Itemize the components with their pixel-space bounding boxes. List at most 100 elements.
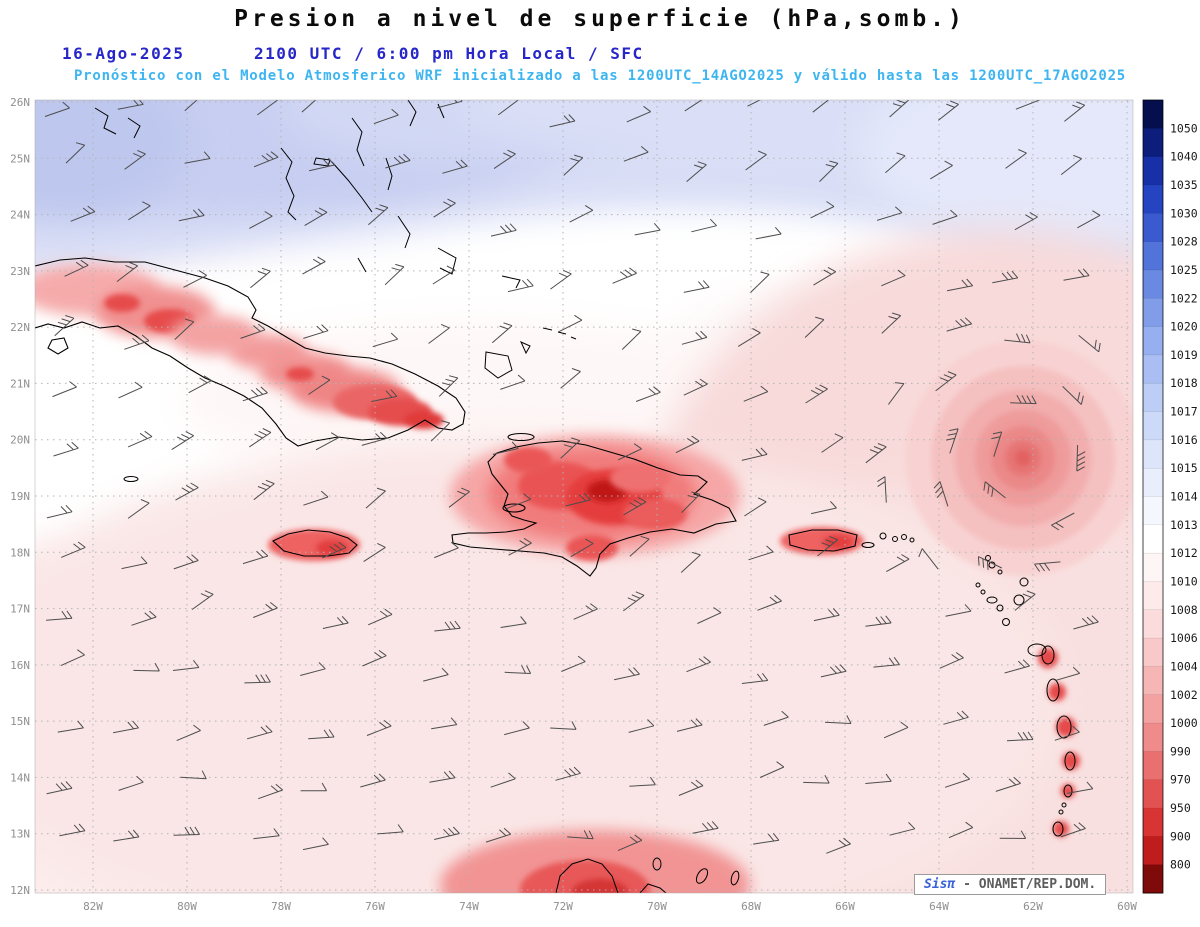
wind-barb [623, 497, 647, 516]
wind-barb [873, 657, 900, 668]
watermark-text: - ONAMET/REP.DOM. [963, 877, 1097, 892]
wind-barb [930, 160, 953, 180]
puerto-rico-coastline [788, 529, 858, 552]
wind-barb [886, 554, 910, 573]
colorbar-segment [1142, 836, 1164, 866]
lat-label: 19N [10, 490, 30, 503]
wind-barb [250, 267, 271, 289]
wind-barb [745, 150, 767, 171]
lat-label: 17N [10, 603, 30, 616]
colorbar-label: 1028 [1170, 235, 1198, 249]
colorbar-segment [1142, 552, 1164, 583]
wind-barb [1034, 561, 1061, 572]
wind-barb [686, 656, 711, 673]
wind-barb [361, 431, 388, 446]
wind-barb [803, 774, 830, 784]
wind-barb [258, 783, 284, 800]
wind-barb [810, 201, 835, 219]
wind-barb [748, 545, 774, 561]
wind-barb [61, 541, 86, 558]
wind-barb [52, 381, 77, 398]
wind-barb [757, 594, 782, 611]
wind-barb [889, 822, 916, 836]
colorbar-frame [1142, 99, 1164, 894]
wind-barb [242, 549, 269, 565]
wind-barb [681, 330, 708, 345]
colorbar-label: 1018 [1170, 376, 1198, 390]
wind-barb [65, 142, 86, 164]
virgin-islands-coastlines [879, 532, 915, 543]
lon-label: 64W [929, 900, 949, 913]
colorbar-segment [1142, 354, 1164, 384]
wind-barb [560, 368, 581, 389]
wind-barb [683, 280, 710, 293]
wind-barb [883, 721, 909, 739]
colorbar-label: 1015 [1170, 461, 1198, 475]
wind-barb [945, 428, 959, 454]
wind-barb [176, 724, 201, 742]
wind-barb [876, 206, 903, 221]
wind-barb [567, 830, 594, 840]
wind-barb [430, 420, 451, 442]
south-coast-coastlines [123, 476, 740, 893]
lat-label: 15N [10, 715, 30, 728]
colorbar-label: 1008 [1170, 603, 1198, 617]
wind-barb [59, 823, 86, 837]
lesser-antilles-coastlines [975, 555, 1076, 837]
wind-barb [623, 591, 645, 612]
wind-barb [684, 100, 703, 112]
wind-barb [573, 603, 598, 620]
wind-barb [253, 479, 275, 501]
wind-barb [60, 649, 85, 667]
lon-label: 70W [647, 900, 667, 913]
wind-barb [117, 100, 144, 110]
wind-barb [322, 616, 349, 629]
chart-title: Presion a nivel de superficie (hPa,somb.… [234, 6, 966, 32]
wind-barb [626, 105, 651, 123]
lat-label: 18N [10, 546, 30, 559]
wind-barb [617, 443, 642, 461]
wind-barb [983, 481, 1006, 499]
wind-barb [744, 497, 767, 517]
wind-barb [438, 375, 459, 397]
colorbar-segment [1142, 439, 1164, 469]
wind-barb [434, 541, 459, 559]
lon-label: 82W [83, 900, 103, 913]
wind-barb [558, 314, 583, 333]
wind-barb [683, 378, 708, 396]
wind-barb [550, 721, 577, 730]
colorbar-segment [1142, 694, 1164, 724]
wind-barb [628, 719, 655, 733]
wind-barb [763, 710, 789, 726]
lat-label: 20N [10, 434, 30, 447]
colorbar-segment [1142, 156, 1164, 186]
wind-barb [1063, 268, 1090, 281]
wind-barb [549, 114, 576, 128]
wind-barb [253, 151, 279, 168]
wind-barb [1077, 210, 1101, 229]
hispaniola-low-pressure-shading [450, 435, 740, 561]
colorbar-label: 1017 [1170, 405, 1198, 419]
wind-barb [362, 649, 387, 667]
pressure-colorbar: 1050 1040 1035 1030 1028 1025 1022 1020 1019 1018… [1142, 99, 1198, 894]
colorbar-segment [1142, 637, 1164, 668]
colorbar-label: 1012 [1170, 546, 1198, 560]
wind-barb [741, 673, 769, 684]
colorbar-segment [1142, 609, 1164, 639]
wind-barb [680, 551, 701, 573]
wind-barb [737, 328, 761, 347]
wind-barb [508, 537, 532, 556]
colorbar-segment [1142, 864, 1164, 894]
wind-barb [368, 204, 389, 226]
colorbar-segment [1142, 722, 1164, 752]
wind-barb [933, 481, 949, 507]
wind-barb [384, 263, 405, 286]
colorbar-segment [1142, 326, 1164, 356]
colorbar-segment [1142, 666, 1164, 696]
wind-barb [805, 384, 828, 404]
wind-barb [173, 554, 199, 570]
wind-barb [820, 664, 847, 678]
wind-barb [813, 266, 837, 286]
storm-pressure-rings [905, 340, 1133, 576]
